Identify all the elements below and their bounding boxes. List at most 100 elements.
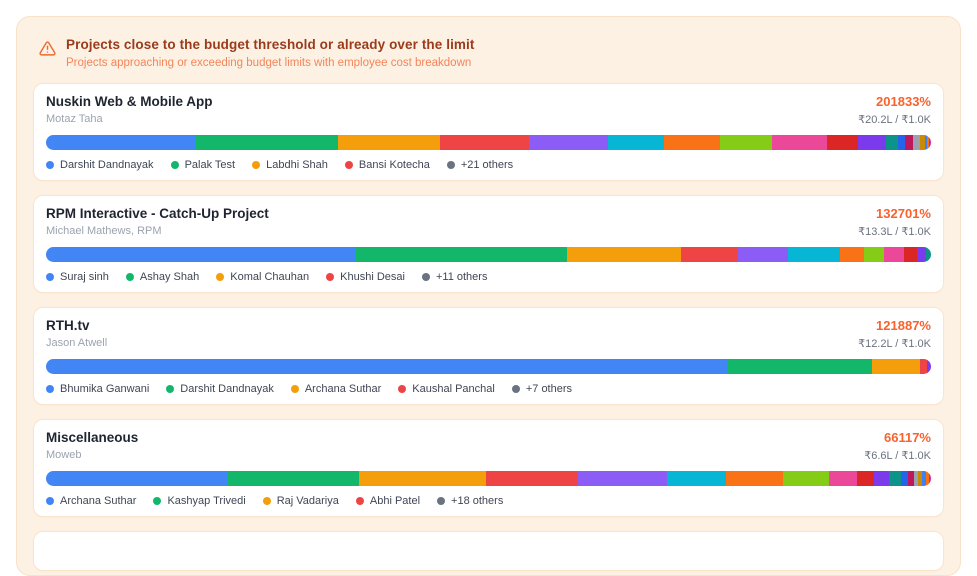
cost-bar-segment[interactable] — [787, 247, 841, 262]
cost-bar-segment[interactable] — [873, 471, 889, 486]
cost-bar-segment[interactable] — [917, 247, 927, 262]
cost-bar-segment[interactable] — [440, 135, 529, 150]
cost-bar-segment[interactable] — [46, 135, 196, 150]
legend-dot — [398, 385, 407, 393]
cost-bar-segment[interactable] — [926, 471, 930, 486]
cost-bar-segment[interactable] — [46, 247, 356, 262]
project-card[interactable]: Miscellaneous Moweb 66117% ₹6.6L / ₹1.0K… — [33, 419, 944, 517]
legend-dot — [216, 273, 225, 281]
legend-dot — [262, 497, 271, 505]
cost-bar — [46, 247, 931, 262]
legend: Archana Suthar Kashyap Trivedi Raj Vadariy… — [46, 495, 931, 507]
project-manager: Motaz Taha — [46, 113, 103, 125]
cost-bar-segment[interactable] — [227, 471, 359, 486]
project-card[interactable]: Nuskin Web & Mobile App Motaz Taha 20183… — [33, 83, 944, 181]
cost-bar-segment[interactable] — [863, 247, 884, 262]
cost-bar-segment[interactable] — [826, 135, 859, 150]
cost-bar-segment[interactable] — [857, 471, 874, 486]
cost-bar-segment[interactable] — [858, 135, 886, 150]
cost-bar-segment[interactable] — [905, 135, 914, 150]
panel-title: Projects close to the budget threshold o… — [66, 37, 475, 52]
legend-label: Palak Test — [184, 159, 236, 171]
cost-bar-segment[interactable] — [607, 135, 664, 150]
legend-item: Khushi Desai — [326, 271, 405, 283]
cost-bar-segment[interactable] — [922, 471, 927, 486]
cost-bar-segment[interactable] — [926, 247, 931, 262]
legend-label: Labdhi Shah — [266, 159, 328, 171]
cost-bar-segment[interactable] — [901, 471, 909, 486]
project-card[interactable]: RTH.tv Jason Atwell 121887% ₹12.2L / ₹1.… — [33, 307, 944, 405]
cost-bar-segment[interactable] — [195, 135, 338, 150]
legend-dot — [290, 385, 299, 393]
project-name: RPM Interactive - Catch-Up Project — [46, 206, 269, 221]
cost-bar-segment[interactable] — [925, 135, 928, 150]
cost-bar-segment[interactable] — [914, 471, 919, 486]
cost-bar-segment[interactable] — [913, 135, 921, 150]
cost-bar-segment[interactable] — [46, 471, 228, 486]
legend-item: Darshit Dandnayak — [166, 383, 274, 395]
legend-item: Kashyap Trivedi — [153, 495, 246, 507]
project-name: Nuskin Web & Mobile App — [46, 94, 213, 109]
cost-bar-segment[interactable] — [772, 135, 827, 150]
cost-bar-segment[interactable] — [920, 135, 926, 150]
legend-dot — [153, 497, 162, 505]
legend-dot — [170, 161, 179, 169]
legend-item: +7 others — [511, 383, 572, 395]
cost-bar — [46, 471, 931, 486]
cost-bar-segment[interactable] — [337, 135, 441, 150]
cost-bar-segment[interactable] — [720, 135, 773, 150]
project-budget: ₹13.3L / ₹1.0K — [858, 226, 931, 238]
cost-bar-segment[interactable] — [681, 247, 738, 262]
cost-bar-segment[interactable] — [929, 135, 931, 150]
cost-bar-segment[interactable] — [566, 247, 682, 262]
cost-bar-segment[interactable] — [577, 471, 667, 486]
cost-bar-segment[interactable] — [663, 135, 721, 150]
legend-label: +21 others — [460, 159, 514, 171]
project-card-header: Miscellaneous Moweb 66117% ₹6.6L / ₹1.0K — [46, 430, 931, 462]
legend-item: +21 others — [446, 159, 514, 171]
legend-dot — [46, 161, 54, 169]
project-card-partial[interactable] — [33, 531, 944, 571]
project-card-header: RPM Interactive - Catch-Up Project Micha… — [46, 206, 931, 238]
cost-bar-segment[interactable] — [783, 471, 830, 486]
project-budget: ₹6.6L / ₹1.0K — [864, 450, 931, 462]
cost-bar-segment[interactable] — [829, 471, 857, 486]
cost-bar-segment[interactable] — [727, 359, 872, 374]
cost-bar-segment[interactable] — [898, 135, 906, 150]
cost-bar-segment[interactable] — [920, 359, 928, 374]
project-percent-badge: 121887% — [876, 318, 931, 333]
legend-item: Archana Suthar — [290, 383, 381, 395]
cost-bar-segment[interactable] — [355, 247, 567, 262]
project-card[interactable]: RPM Interactive - Catch-Up Project Micha… — [33, 195, 944, 293]
cost-bar-segment[interactable] — [927, 359, 931, 374]
cost-bar-segment[interactable] — [904, 247, 918, 262]
cost-bar-segment[interactable] — [871, 359, 921, 374]
cost-bar-segment[interactable] — [918, 471, 923, 486]
panel-subtitle: Projects approaching or exceeding budget… — [66, 57, 472, 69]
cost-bar-segment[interactable] — [486, 471, 578, 486]
cost-bar-segment[interactable] — [885, 135, 899, 150]
legend-dot — [446, 161, 455, 169]
legend: Darshit Dandnayak Palak Test Labdhi Shah Ba… — [46, 159, 931, 171]
legend-item: +11 others — [421, 271, 488, 283]
cost-bar-segment[interactable] — [840, 247, 864, 262]
cost-bar-segment[interactable] — [888, 471, 902, 486]
cost-bar-segment[interactable] — [927, 135, 930, 150]
cost-bar-segment[interactable] — [737, 247, 788, 262]
legend-label: Bansi Kotecha — [358, 159, 430, 171]
legend-label: +11 others — [435, 271, 488, 283]
cost-bar-segment[interactable] — [883, 247, 905, 262]
legend-dot — [46, 497, 54, 505]
cost-bar-segment[interactable] — [528, 135, 608, 150]
legend-label: Kaushal Panchal — [412, 383, 495, 395]
legend-item: Archana Suthar — [46, 495, 136, 507]
panel-header: Projects close to the budget threshold o… — [17, 17, 960, 81]
cost-bar-segment[interactable] — [929, 471, 931, 486]
cost-bar-segment[interactable] — [908, 471, 915, 486]
cost-bar-segment[interactable] — [46, 359, 728, 374]
cost-bar-segment[interactable] — [358, 471, 487, 486]
cost-bar-segment[interactable] — [666, 471, 726, 486]
project-budget: ₹20.2L / ₹1.0K — [858, 114, 931, 126]
legend-label: Darshit Dandnayak — [180, 383, 274, 395]
cost-bar-segment[interactable] — [725, 471, 783, 486]
